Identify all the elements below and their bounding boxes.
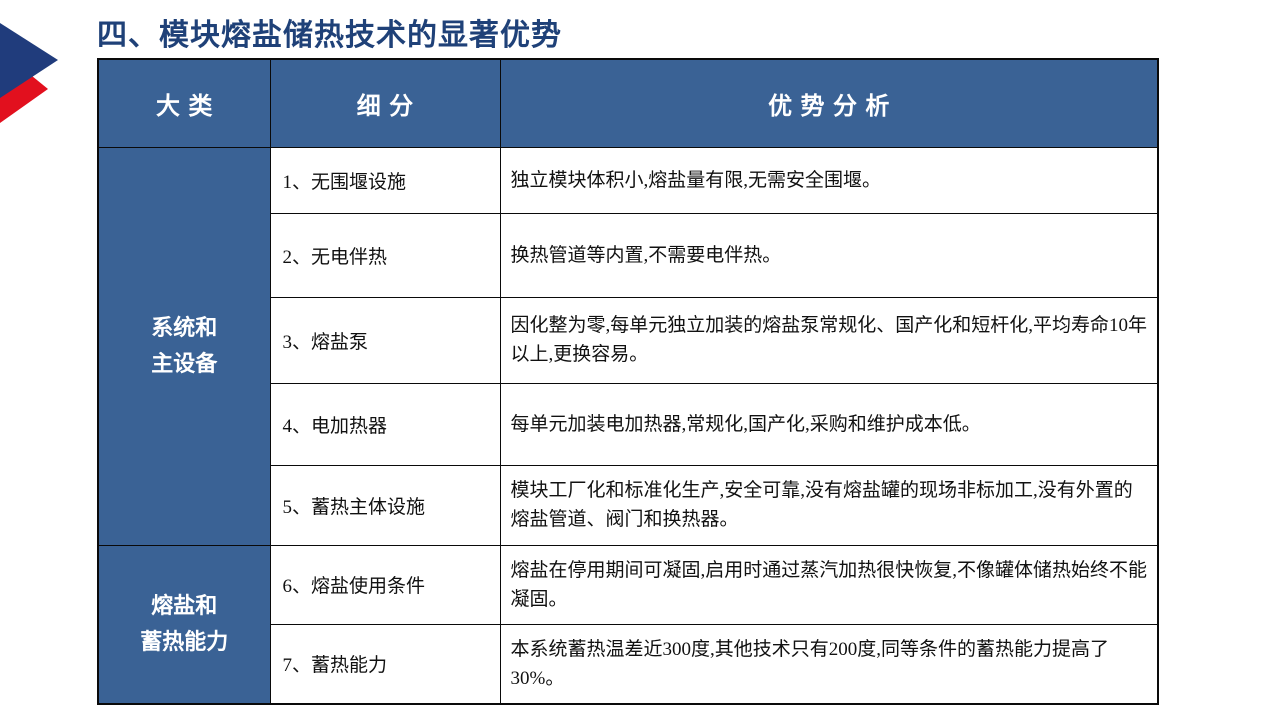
header-analysis: 优势分析 [499, 58, 1159, 148]
category-cell-system-equipment: 系统和 主设备 [97, 146, 271, 546]
sub-cell: 3、熔盐泵 [269, 296, 501, 384]
analysis-cell: 每单元加装电加热器,常规化,国产化,采购和维护成本低。 [499, 382, 1159, 466]
analysis-cell: 本系统蓄热温差近300度,其他技术只有200度,同等条件的蓄热能力提高了30%。 [499, 623, 1159, 705]
table-row: 系统和 主设备 1、无围堰设施 独立模块体积小,熔盐量有限,无需安全围堰。 [97, 146, 1159, 546]
sub-cell: 5、蓄热主体设施 [269, 464, 501, 546]
analysis-cell: 换热管道等内置,不需要电伴热。 [499, 212, 1159, 298]
sub-cell: 4、电加热器 [269, 382, 501, 466]
analysis-cell: 熔盐在停用期间可凝固,启用时通过蒸汽加热很快恢复,不像罐体储热始终不能凝固。 [499, 544, 1159, 625]
table-header-row: 大类 细分 优势分析 [97, 58, 1159, 148]
table-row: 7、蓄热能力 本系统蓄热温差近300度,其他技术只有200度,同等条件的蓄热能力… [98, 623, 1159, 705]
analysis-cell: 因化整为零,每单元独立加装的熔盐泵常规化、国产化和短杆化,平均寿命10年以上,更… [499, 296, 1159, 384]
corner-arrow-decoration-icon [0, 23, 58, 123]
analysis-cell: 模块工厂化和标准化生产,安全可靠,没有熔盐罐的现场非标加工,没有外置的熔盐管道、… [499, 464, 1159, 546]
sub-cell: 2、无电伴热 [269, 212, 501, 298]
table-row: 5、蓄热主体设施 模块工厂化和标准化生产,安全可靠,没有熔盐罐的现场非标加工,没… [98, 464, 1159, 546]
slide-title: 四、模块熔盐储热技术的显著优势 [97, 19, 562, 52]
sub-cell: 1、无围堰设施 [269, 146, 501, 214]
table-row: 2、无电伴热 换热管道等内置,不需要电伴热。 [98, 212, 1159, 298]
advantages-table: 大类 细分 优势分析 系统和 主设备 1、无围堰设施 独立模块体积小,熔盐量有限… [97, 58, 1159, 705]
table-row: 4、电加热器 每单元加装电加热器,常规化,国产化,采购和维护成本低。 [98, 382, 1159, 466]
analysis-cell: 独立模块体积小,熔盐量有限,无需安全围堰。 [499, 146, 1159, 214]
category-cell-molten-salt-capacity: 熔盐和 蓄热能力 [97, 544, 271, 705]
sub-cell: 6、熔盐使用条件 [269, 544, 501, 625]
header-category: 大类 [97, 58, 271, 148]
table-row: 3、熔盐泵 因化整为零,每单元独立加装的熔盐泵常规化、国产化和短杆化,平均寿命1… [98, 296, 1159, 384]
sub-cell: 7、蓄热能力 [269, 623, 501, 705]
header-sub: 细分 [269, 58, 501, 148]
blue-triangle-icon [0, 23, 58, 98]
table-row: 熔盐和 蓄热能力 6、熔盐使用条件 熔盐在停用期间可凝固,启用时通过蒸汽加热很快… [97, 544, 1159, 705]
